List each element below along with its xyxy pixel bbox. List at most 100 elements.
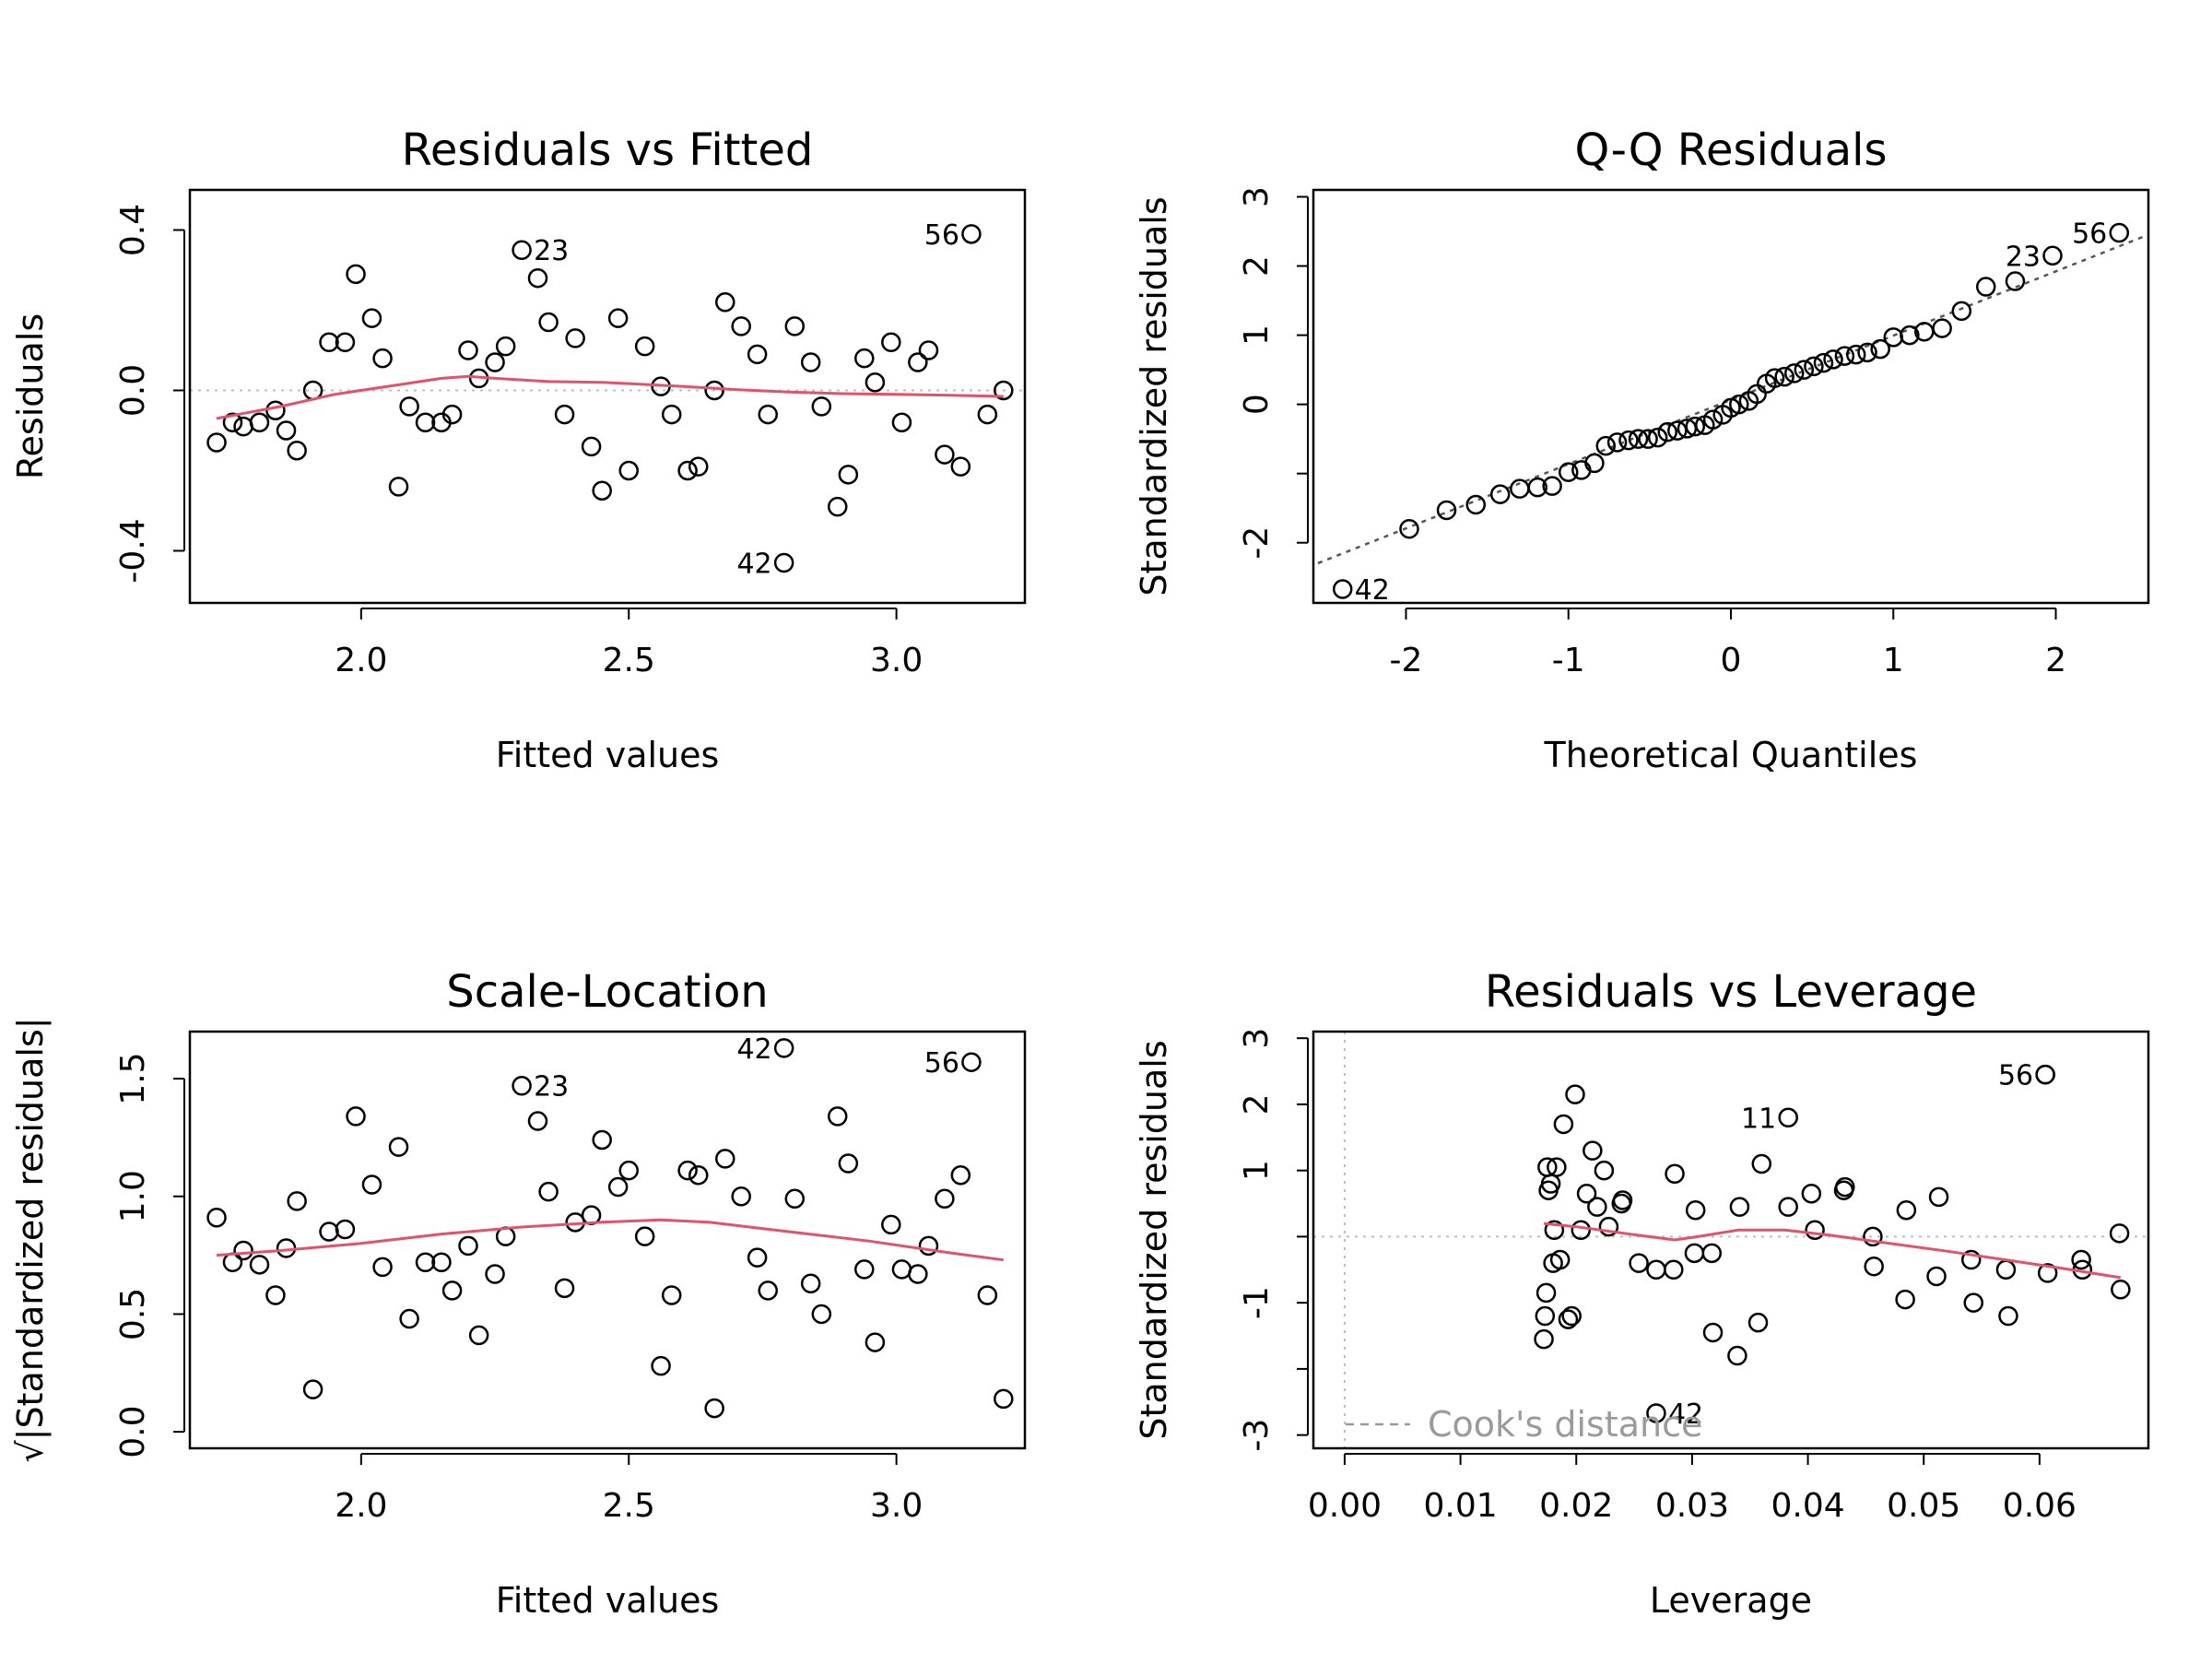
x-tick-label: 2.0 xyxy=(335,1487,387,1525)
data-point xyxy=(758,1280,778,1301)
data-point xyxy=(908,1264,928,1284)
x-tick-label: 1 xyxy=(1883,642,1904,679)
data-point xyxy=(1561,1305,1582,1327)
data-point xyxy=(1544,1220,1565,1240)
data-point xyxy=(918,1235,939,1257)
x-tick-label: -1 xyxy=(1552,642,1585,679)
point-label: 42 xyxy=(736,1033,771,1066)
plot-title: Residuals vs Fitted xyxy=(402,124,814,176)
y-axis-label: Standardized residuals xyxy=(1134,196,1174,596)
data-point xyxy=(1778,1197,1798,1217)
data-point xyxy=(994,380,1014,401)
data-point xyxy=(977,1285,998,1305)
x-axis-label: Leverage xyxy=(1650,1580,1812,1621)
y-tick-label: 0.5 xyxy=(114,1288,152,1340)
x-tick-label: 0.04 xyxy=(1771,1487,1844,1525)
x-tick-label: -2 xyxy=(1390,642,1423,679)
data-point xyxy=(677,1160,698,1181)
data-point xyxy=(688,456,709,477)
data-point xyxy=(1864,1256,1884,1277)
data-point xyxy=(415,1252,436,1273)
data-point xyxy=(784,316,806,336)
data-point xyxy=(1583,1140,1603,1161)
data-point xyxy=(1900,325,1920,346)
data-point xyxy=(1801,1184,1822,1204)
x-axis: 0.00 0.01 0.02 0.03 0.04 0.05 0.06 Leverage xyxy=(1308,1453,2077,1621)
x-tick-label: 0.05 xyxy=(1887,1487,1960,1525)
data-point xyxy=(249,412,270,433)
data-point xyxy=(1576,1184,1597,1204)
data-point xyxy=(1646,1259,1666,1280)
data-point xyxy=(1584,453,1605,474)
data-point xyxy=(704,380,724,401)
data-point xyxy=(1558,1309,1579,1329)
data-point xyxy=(265,1285,286,1305)
point-label: 23 xyxy=(2006,241,2041,273)
data-point xyxy=(865,1332,886,1352)
data-point xyxy=(388,477,409,497)
data-point xyxy=(512,240,532,260)
point-label: 56 xyxy=(924,1047,959,1080)
x-tick-label: 3.0 xyxy=(870,642,923,679)
data-point xyxy=(935,444,955,465)
data-point xyxy=(1834,346,1855,366)
x-axis: 2.0 2.5 3.0 Fitted values xyxy=(335,608,923,775)
data-point xyxy=(233,416,253,437)
data-point xyxy=(1951,301,1972,322)
data-point xyxy=(1729,394,1749,415)
data-point xyxy=(891,412,912,433)
y-tick-label: -3 xyxy=(1238,1419,1276,1452)
data-point xyxy=(1995,1259,2017,1280)
data-point xyxy=(1751,1153,1772,1174)
data-point xyxy=(565,328,585,348)
data-point xyxy=(1813,352,1834,373)
data-point xyxy=(1542,476,1562,496)
plot-frame xyxy=(1312,1030,2150,1450)
data-point xyxy=(1835,1176,1855,1198)
data-point xyxy=(1436,500,1457,521)
smooth-line xyxy=(216,1218,1004,1262)
data-point xyxy=(704,1398,724,1419)
point-label: 42 xyxy=(1355,574,1390,607)
data-point xyxy=(554,404,575,425)
y-tick-label: 1.0 xyxy=(114,1170,152,1222)
y-tick-label: 0 xyxy=(1238,394,1276,415)
data-point xyxy=(319,332,339,353)
data-point xyxy=(881,332,901,353)
data-point xyxy=(335,1219,356,1240)
data-point xyxy=(661,1285,682,1305)
data-point xyxy=(935,1188,955,1210)
data-point xyxy=(527,1111,548,1131)
data-point xyxy=(1399,518,1419,539)
data-point xyxy=(865,372,886,393)
y-axis-label: Residuals xyxy=(10,313,51,479)
data-point xyxy=(485,352,505,372)
data-point xyxy=(1558,462,1579,482)
data-point xyxy=(372,1257,393,1278)
data-point xyxy=(1998,1305,2018,1327)
data-point xyxy=(961,224,982,244)
y-axis: 0.0 0.5 1.0 1.5 √|Standardized residuals| xyxy=(10,1017,185,1463)
data-point xyxy=(715,1149,735,1169)
data-point xyxy=(554,1278,575,1299)
data-point xyxy=(800,1273,821,1293)
data-point xyxy=(206,432,227,453)
data-point xyxy=(538,312,559,333)
data-point xyxy=(249,1255,270,1275)
data-point xyxy=(388,1137,409,1157)
y-axis-label: Standardized residuals xyxy=(1134,1040,1174,1439)
point-label: 23 xyxy=(534,1071,569,1103)
data-point xyxy=(1928,1186,1949,1208)
y-tick-label: 2 xyxy=(1238,1093,1276,1115)
x-tick-label: 0.00 xyxy=(1308,1487,1382,1525)
x-axis: 2.0 2.5 3.0 Fitted values xyxy=(335,1453,923,1621)
plot-title: Residuals vs Leverage xyxy=(1485,966,1977,1018)
data-point xyxy=(1727,1345,1747,1366)
data-point xyxy=(441,404,463,425)
data-point xyxy=(1535,1305,1556,1327)
y-tick-label: 0.4 xyxy=(114,204,152,256)
y-tick-label: 3 xyxy=(1238,186,1276,207)
data-point xyxy=(2109,222,2130,243)
data-point xyxy=(1612,1190,1633,1210)
